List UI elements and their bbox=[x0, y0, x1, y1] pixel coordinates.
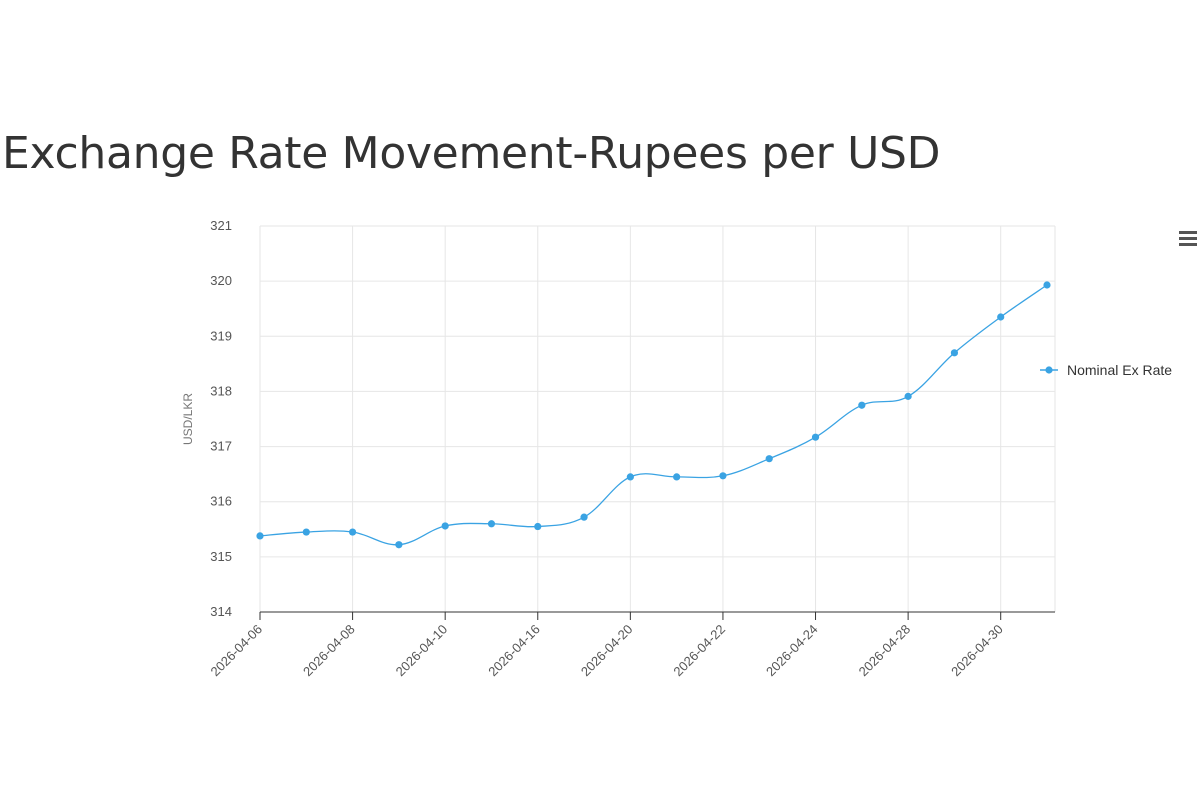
data-point bbox=[256, 532, 264, 540]
data-point bbox=[673, 473, 681, 481]
y-tick-label: 319 bbox=[210, 328, 232, 343]
data-point bbox=[534, 522, 542, 531]
y-axis-title: USD/LKR bbox=[181, 393, 195, 445]
data-point bbox=[904, 392, 912, 400]
y-tick-label: 318 bbox=[210, 383, 232, 398]
data-point bbox=[441, 522, 449, 530]
series-line bbox=[259, 284, 1048, 546]
x-tick-label: 2026-04-06 bbox=[207, 622, 265, 680]
menu-bar bbox=[1179, 237, 1197, 240]
data-point bbox=[765, 455, 773, 463]
data-point bbox=[950, 349, 959, 357]
data-point bbox=[626, 473, 634, 481]
x-tick-label: 2026-04-16 bbox=[485, 622, 543, 680]
x-tick-label: 2026-04-20 bbox=[578, 622, 636, 680]
data-point bbox=[719, 472, 727, 480]
grid bbox=[259, 225, 1056, 612]
y-tick-label: 315 bbox=[210, 549, 232, 564]
menu-bar bbox=[1179, 243, 1197, 246]
menu-bar bbox=[1179, 231, 1197, 234]
series bbox=[256, 281, 1051, 549]
data-point bbox=[302, 528, 310, 536]
data-point bbox=[858, 401, 866, 409]
legend-marker bbox=[1045, 366, 1053, 374]
y-tick-label: 321 bbox=[210, 218, 232, 233]
chart-title: Exchange Rate Movement-Rupees per USD bbox=[2, 128, 941, 179]
data-point bbox=[580, 513, 588, 521]
data-point bbox=[348, 528, 357, 536]
legend[interactable]: Nominal Ex Rate bbox=[1040, 362, 1172, 378]
y-tick-label: 314 bbox=[210, 604, 232, 619]
data-point bbox=[997, 313, 1005, 321]
y-tick-label: 320 bbox=[210, 273, 232, 288]
y-tick-label: 316 bbox=[210, 494, 232, 509]
x-tick-label: 2026-04-08 bbox=[300, 622, 358, 680]
x-tick-label: 2026-04-10 bbox=[393, 622, 451, 680]
axes: 314 315 316 317 318 319 320 321 2026-04-06 2026-0… bbox=[181, 218, 1055, 679]
x-tick-label: 2026-04-22 bbox=[670, 622, 728, 680]
x-tick-label: 2026-04-28 bbox=[856, 622, 914, 680]
x-tick-label: 2026-04-30 bbox=[948, 622, 1006, 680]
hamburger-menu-icon[interactable] bbox=[1176, 226, 1200, 250]
data-point bbox=[1043, 281, 1051, 289]
data-point bbox=[487, 520, 496, 528]
data-point bbox=[811, 433, 820, 441]
x-tick-label: 2026-04-24 bbox=[763, 622, 821, 680]
data-point bbox=[395, 541, 403, 549]
legend-label: Nominal Ex Rate bbox=[1067, 362, 1172, 378]
y-tick-label: 317 bbox=[210, 439, 232, 454]
